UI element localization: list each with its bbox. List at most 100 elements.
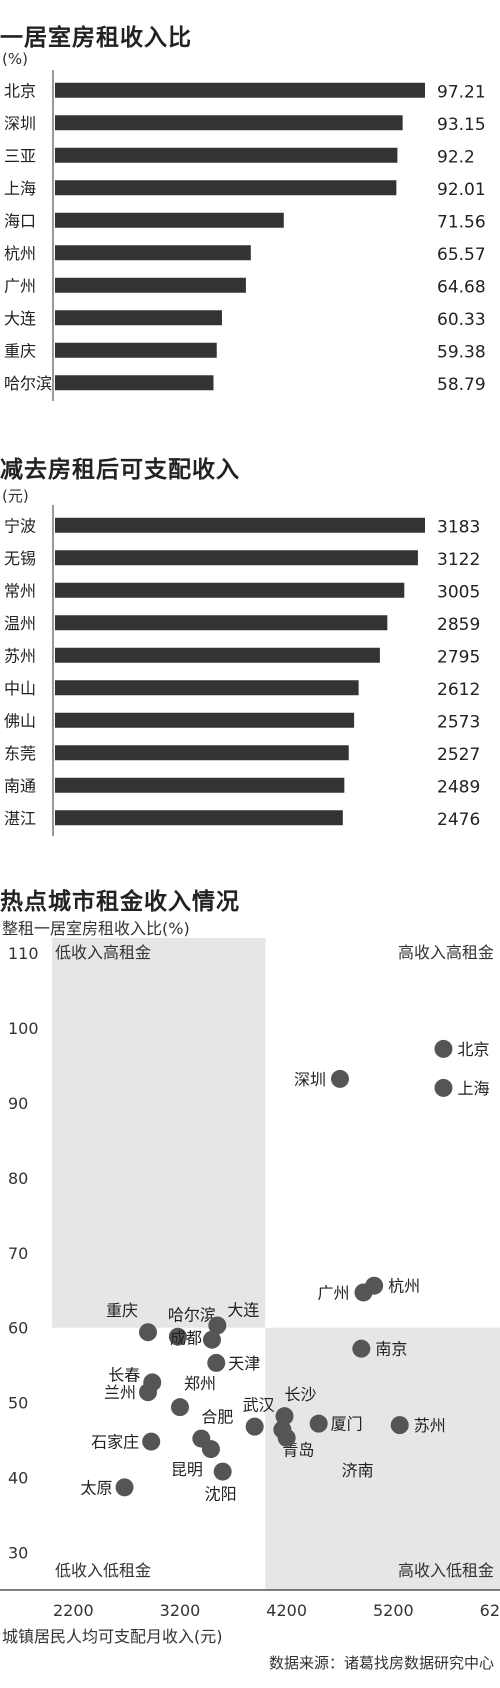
bar	[55, 212, 284, 228]
chart2-svg: 宁波 3183 无锡 3122 常州 3005 温州 2859 苏州 2795 中山 2612 佛山 25…	[4, 505, 480, 836]
bar	[55, 680, 359, 696]
category-label: 常州	[4, 581, 36, 600]
bar	[55, 810, 343, 826]
point-label: 哈尔滨	[168, 1306, 216, 1325]
chart1-title: 一居室房租收入比	[0, 25, 192, 51]
point-label: 沈阳	[205, 1485, 237, 1504]
chart3-title: 热点城市租金收入情况	[0, 889, 240, 915]
bar	[55, 517, 425, 533]
point-label: 武汉	[243, 1396, 275, 1415]
point-label: 石家庄	[91, 1433, 139, 1452]
category-label: 重庆	[4, 341, 36, 360]
category-label: 温州	[4, 614, 36, 633]
category-label: 苏州	[4, 646, 36, 665]
category-label: 宁波	[4, 516, 36, 535]
category-label: 湛江	[4, 809, 36, 828]
scatter-point	[390, 1416, 409, 1435]
x-tick-label: 2200	[53, 1601, 94, 1620]
value-label: 93.15	[437, 115, 486, 135]
point-label: 杭州	[388, 1277, 420, 1296]
bar	[55, 245, 251, 261]
bar	[55, 777, 345, 793]
category-label: 上海	[4, 179, 36, 198]
bar	[55, 582, 405, 598]
scatter-point	[434, 1039, 453, 1058]
category-label: 北京	[4, 81, 36, 100]
bar	[55, 647, 380, 663]
category-label: 杭州	[4, 244, 36, 263]
chart2-title: 减去房租后可支配收入	[0, 457, 240, 483]
y-tick-label: 80	[8, 1169, 28, 1188]
chart1-unit: (%)	[2, 50, 28, 68]
scatter-point	[201, 1440, 220, 1459]
scatter-point	[139, 1383, 157, 1402]
point-label: 天津	[228, 1354, 260, 1373]
bar	[55, 712, 355, 728]
scatter-point	[309, 1414, 328, 1433]
point-label: 昆明	[171, 1460, 203, 1479]
point-label: 厦门	[331, 1415, 363, 1434]
bar	[55, 615, 388, 631]
chart2-unit: (元)	[2, 487, 29, 505]
scatter-point	[139, 1323, 157, 1342]
category-label: 广州	[4, 276, 36, 295]
x-tick-label: 6200	[480, 1601, 500, 1620]
bar	[55, 310, 222, 326]
bar	[55, 115, 403, 131]
scatter-point	[208, 1316, 227, 1335]
x-tick-label: 3200	[160, 1601, 201, 1620]
value-label: 65.57	[437, 245, 486, 265]
category-label: 佛山	[4, 711, 36, 730]
value-label: 2489	[437, 777, 480, 797]
quadrant-label-bottom-right: 高收入低租金	[398, 1561, 494, 1580]
point-label: 南京	[375, 1340, 407, 1359]
point-label: 重庆	[106, 1301, 138, 1320]
chart1-svg: 北京 97.21 深圳 93.15 三亚 92.2 上海 92.01 海口 71.56 杭州 65.5…	[4, 70, 486, 401]
point-label: 苏州	[414, 1416, 446, 1435]
scatter-point	[203, 1330, 221, 1349]
bar	[55, 550, 418, 566]
bar	[55, 375, 214, 391]
value-label: 97.21	[437, 82, 486, 102]
point-label: 广州	[317, 1283, 349, 1302]
value-label: 58.79	[437, 375, 486, 395]
scatter-point	[142, 1432, 161, 1451]
chart3-ylabel: 整租一居室房租收入比(%)	[2, 919, 190, 938]
quadrant-shade-bottom-right	[265, 1327, 500, 1590]
value-label: 2859	[437, 615, 480, 635]
y-tick-label: 60	[8, 1319, 28, 1338]
value-label: 2527	[437, 745, 480, 765]
bar	[55, 180, 397, 196]
point-label: 成都	[170, 1329, 202, 1348]
category-label: 南通	[4, 776, 36, 795]
value-label: 71.56	[437, 212, 486, 232]
scatter-point	[275, 1407, 294, 1426]
value-label: 2612	[437, 680, 480, 700]
quadrant-label-top-right: 高收入高租金	[398, 943, 494, 962]
y-tick-label: 50	[8, 1394, 28, 1413]
value-label: 3005	[437, 582, 480, 602]
bar	[55, 82, 425, 98]
x-tick-label: 4200	[266, 1601, 307, 1620]
bar	[55, 277, 246, 293]
chart3-panel: 110 100 90 80 70 60 50 40 30 2200 3200 4200 5200 6200…	[0, 938, 500, 1678]
scatter-point	[245, 1417, 264, 1436]
chart1-panel: 北京 97.21 深圳 93.15 三亚 92.2 上海 92.01 海口 71.56 杭州 65.5…	[0, 70, 500, 415]
scatter-point	[277, 1428, 296, 1447]
value-label: 2795	[437, 647, 480, 667]
category-label: 深圳	[4, 114, 36, 133]
category-label: 哈尔滨	[4, 374, 52, 393]
point-label: 合肥	[201, 1408, 233, 1427]
quadrant-label-bottom-left: 低收入低租金	[55, 1561, 151, 1580]
point-label: 北京	[457, 1040, 489, 1059]
x-tick-label: 5200	[373, 1601, 414, 1620]
value-label: 2573	[437, 712, 480, 732]
y-tick-label: 30	[8, 1544, 28, 1563]
value-label: 92.2	[437, 147, 475, 167]
point-label: 太原	[81, 1478, 113, 1497]
point-label: 大连	[227, 1300, 259, 1319]
scatter-point	[171, 1398, 189, 1417]
category-label: 大连	[4, 309, 36, 328]
point-label: 长沙	[285, 1385, 317, 1404]
scatter-point	[331, 1069, 349, 1088]
